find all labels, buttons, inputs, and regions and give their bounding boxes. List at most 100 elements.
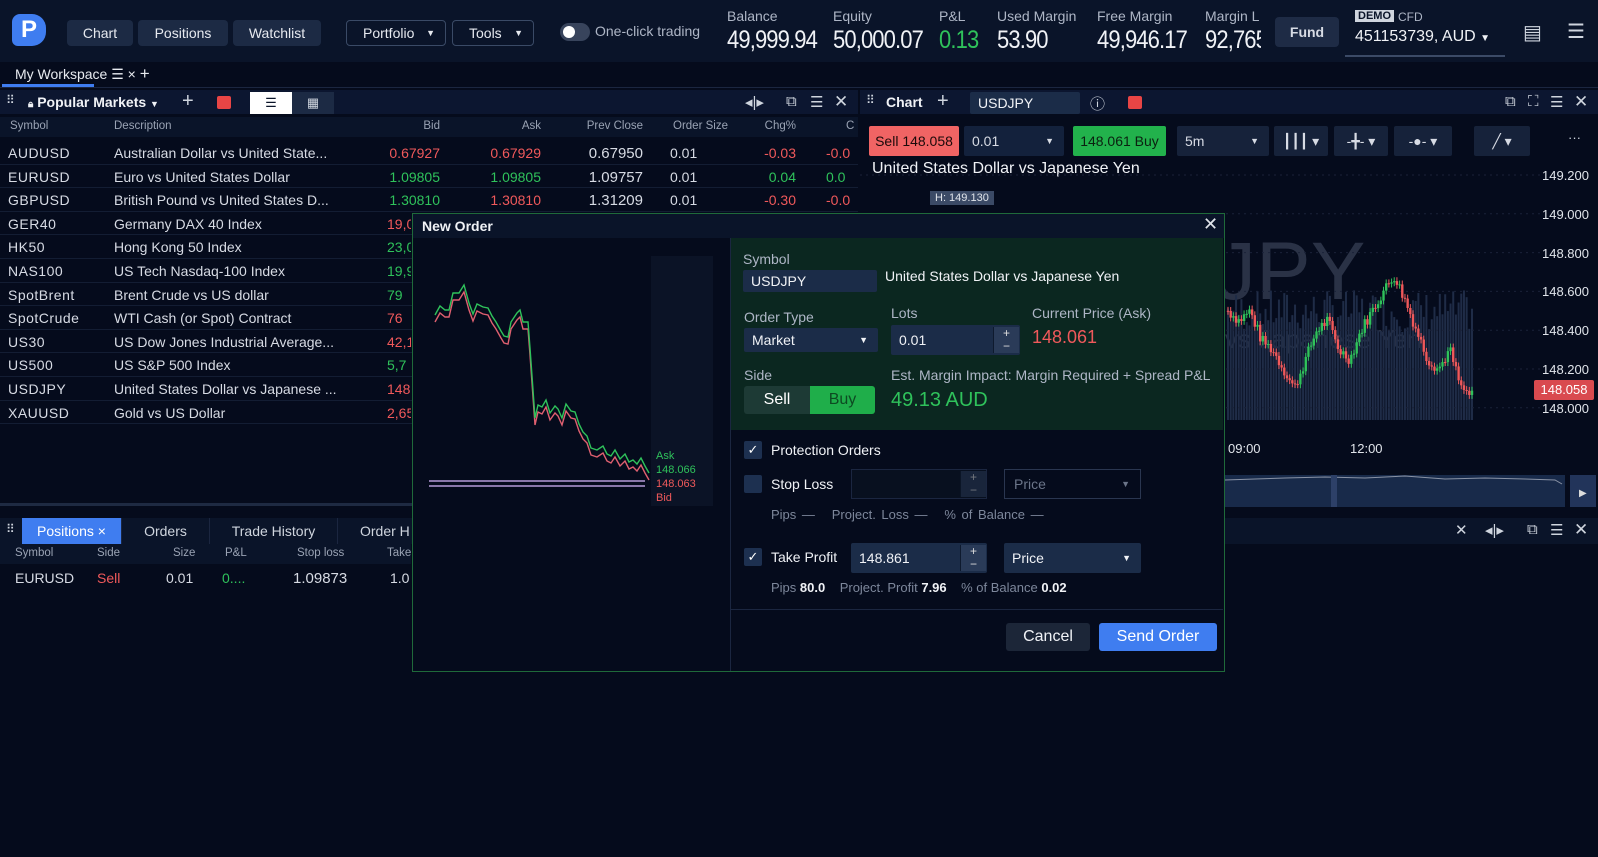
close-icon[interactable]: × (127, 66, 136, 82)
add-icon[interactable]: + (937, 90, 949, 112)
col-c[interactable]: C (846, 120, 855, 132)
chart-navigator[interactable]: ▶ (1225, 470, 1598, 510)
plus-icon[interactable]: + (961, 471, 986, 484)
chart-symbol-input[interactable]: USDJPY (970, 92, 1080, 114)
symbol-input[interactable]: USDJPY (743, 270, 877, 292)
more-icon[interactable]: ··· (1568, 130, 1581, 145)
fullscreen-icon[interactable]: ⛶ (1528, 93, 1539, 110)
market-bid[interactable]: 76 (387, 310, 403, 327)
drag-handle-icon[interactable]: ⠿ (6, 93, 15, 107)
close-icon[interactable]: ✕ (834, 92, 849, 111)
col-description[interactable]: Description (114, 120, 172, 132)
fund-button[interactable]: Fund (1275, 17, 1339, 47)
market-bid[interactable]: 148 (387, 381, 411, 397)
col-pl[interactable]: P&L (225, 547, 247, 559)
take-profit-checkbox[interactable]: ✓ (744, 548, 762, 566)
indicators-icon[interactable]: -╋- ▾ (1334, 126, 1388, 156)
market-row[interactable]: AUDUSD Australian Dollar vs United State… (0, 141, 858, 165)
panel-splitter[interactable] (0, 503, 412, 506)
popout-icon[interactable]: ⧉ (1505, 93, 1516, 110)
send-order-button[interactable]: Send Order (1099, 623, 1217, 651)
markets-title-dropdown[interactable]: 🔒︎ Popular Markets ▼ (28, 94, 159, 110)
info-icon[interactable]: ⓘ (1090, 96, 1106, 113)
draw-line-icon[interactable]: ╱ ▾ (1474, 126, 1530, 156)
col-side[interactable]: Side (97, 547, 121, 559)
col-symbol[interactable]: Symbol (10, 120, 49, 132)
cancel-button[interactable]: Cancel (1006, 623, 1090, 651)
split-icon[interactable]: ◂|▸ (745, 94, 764, 111)
close-icon[interactable]: ✕ (1574, 520, 1589, 539)
col-chg[interactable]: Chg% (764, 120, 796, 132)
market-ask[interactable]: 1.09805 (490, 168, 541, 185)
timeframe-dropdown[interactable]: 5m ▼ (1177, 126, 1269, 156)
market-ask[interactable]: 1.30810 (490, 192, 541, 209)
stop-loss-checkbox[interactable] (744, 475, 762, 493)
close-icon[interactable]: ✕ (1203, 214, 1219, 234)
workspace-tab[interactable]: My Workspace ☰ × + (15, 64, 150, 84)
close-icon[interactable]: × (97, 523, 106, 539)
nav-chart[interactable]: Chart (67, 20, 133, 46)
order-type-dropdown[interactable]: Market ▼ (744, 328, 878, 352)
take-profit-stepper[interactable]: + − (960, 545, 986, 571)
chart-type-icon[interactable]: ┃┃┃ ▾ (1274, 126, 1328, 156)
drag-handle-icon[interactable]: ⠿ (866, 93, 875, 107)
tab-trade-history[interactable]: Trade History (210, 518, 338, 544)
layout-icon[interactable]: ▤ (1523, 22, 1542, 44)
market-row[interactable]: SpotBrent Brent Crude vs US dollar 79 (0, 283, 858, 307)
tab-positions[interactable]: Positions × (22, 518, 122, 544)
clock-icon[interactable]: -●- ▾ (1394, 126, 1452, 156)
take-profit-mode-dropdown[interactable]: Price ▼ (1004, 543, 1141, 573)
position-row[interactable]: EURUSD Sell 0.01 0.... 1.09873 1.0 (0, 566, 411, 590)
list-view-button[interactable]: ☰ (250, 92, 292, 114)
add-icon[interactable]: + (139, 64, 150, 83)
market-ask[interactable]: 0.67929 (490, 145, 541, 161)
chart-buy-button[interactable]: 148.061 Buy (1073, 126, 1166, 156)
market-bid[interactable]: 5,7 (387, 357, 407, 374)
grid-view-button[interactable]: ▦ (292, 92, 334, 114)
market-row[interactable]: EURUSD Euro vs United States Dollar 1.09… (0, 165, 858, 189)
col-size[interactable]: Size (173, 547, 196, 559)
market-bid[interactable]: 42,1 (387, 333, 411, 350)
menu-icon[interactable]: ☰ (111, 66, 124, 82)
side-sell-button[interactable]: Sell (744, 386, 810, 414)
one-click-toggle[interactable] (560, 23, 590, 41)
plus-icon[interactable]: + (994, 327, 1019, 340)
minus-icon[interactable]: − (961, 558, 986, 571)
account-selector[interactable]: 451153739, AUD ▼ (1355, 28, 1490, 46)
popout-icon[interactable]: ⧉ (1527, 521, 1538, 538)
tools-dropdown[interactable]: Tools ▼ (452, 20, 534, 46)
protection-orders-checkbox[interactable]: ✓ (744, 441, 762, 459)
drag-handle-icon[interactable]: ⠿ (6, 522, 15, 536)
col-stop-loss[interactable]: Stop loss (297, 547, 345, 559)
tab-order-history[interactable]: Order H (360, 523, 410, 539)
menu-icon[interactable]: ☰ (810, 94, 824, 111)
market-bid[interactable]: 2,65 (387, 404, 411, 421)
nav-positions[interactable]: Positions (138, 20, 228, 46)
menu-icon[interactable]: ☰ (1550, 522, 1564, 539)
minus-icon[interactable]: − (994, 340, 1019, 353)
popout-icon[interactable]: ⧉ (786, 93, 797, 110)
menu-icon[interactable]: ☰ (1567, 21, 1585, 43)
lots-stepper[interactable]: + − (993, 327, 1019, 353)
close-icon[interactable]: ✕ (1455, 522, 1468, 539)
chart-sell-button[interactable]: Sell 148.058 (869, 126, 959, 156)
stop-loss-mode-dropdown[interactable]: Price ▼ (1004, 469, 1141, 499)
nav-watchlist[interactable]: Watchlist (233, 20, 321, 46)
side-buy-button[interactable]: Buy (810, 386, 875, 414)
market-bid[interactable]: 23,0 (387, 239, 411, 256)
split-icon[interactable]: ◂|▸ (1485, 522, 1504, 539)
minus-icon[interactable]: − (961, 484, 986, 497)
tab-orders[interactable]: Orders (122, 518, 210, 544)
add-icon[interactable]: + (182, 90, 194, 112)
col-take-profit[interactable]: Take (387, 547, 411, 559)
col-order-size[interactable]: Order Size (673, 120, 728, 132)
market-bid[interactable]: 19,0 (387, 215, 411, 232)
col-ask[interactable]: Ask (521, 120, 541, 132)
menu-icon[interactable]: ☰ (1550, 94, 1564, 111)
candlestick-chart[interactable] (860, 160, 1540, 430)
market-bid[interactable]: 19,9 (387, 263, 411, 279)
market-bid[interactable]: 1.09805 (389, 168, 440, 185)
link-color-icon[interactable] (1128, 96, 1142, 109)
portfolio-dropdown[interactable]: Portfolio ▼ (346, 20, 446, 46)
stop-loss-stepper[interactable]: + − (960, 471, 986, 497)
